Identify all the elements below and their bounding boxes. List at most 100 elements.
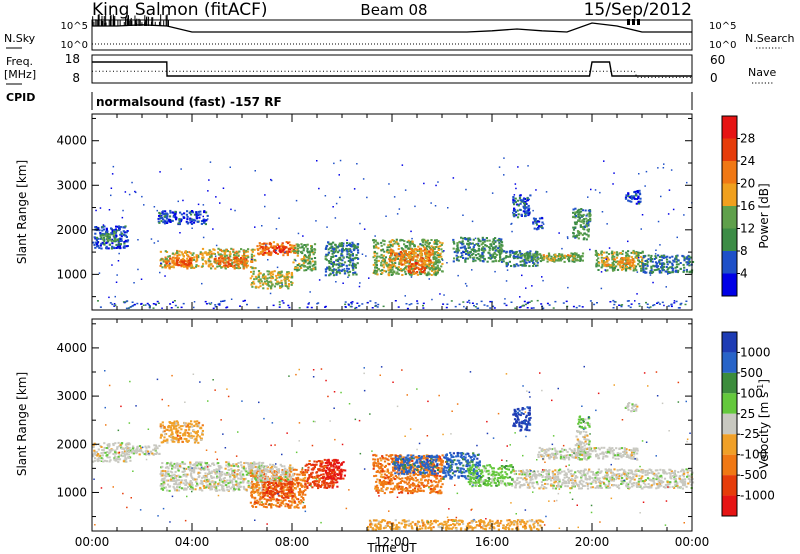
power-cell [460,236,463,239]
power-cell [612,269,615,272]
power-cell [616,260,619,263]
freq-left-label-2: [MHz] [4,68,36,81]
velocity-cell [100,446,103,448]
power-cell [333,248,336,250]
power-cell [426,251,429,254]
power-cell [520,253,524,255]
power-cell [382,266,385,269]
velocity-cell [243,478,246,481]
power-cell [491,240,494,243]
velocity-cell [189,462,192,465]
power-cell [689,256,692,259]
velocity-cell [190,434,193,437]
power-cell [579,224,582,227]
velocity-cell [102,460,105,463]
power-cell [412,263,415,266]
power-cell [397,255,400,258]
power-cell [296,264,299,266]
power-cell [275,277,278,280]
power-cell [120,231,122,233]
power-cell [667,267,670,270]
power-cell [537,227,540,230]
power-cell [536,256,539,259]
power-cell [380,261,383,264]
power-colorbar-tick-label: 16 [740,199,755,213]
power-cell [476,256,479,259]
power-cell [473,244,476,247]
power-cell [578,220,581,222]
velocity-cell [167,475,170,477]
power-cell [600,253,603,256]
power-cell [356,249,360,252]
power-cell [190,258,193,261]
power-cell [666,261,669,264]
power-cell [506,262,509,265]
power-cell [123,242,126,245]
power-cell [396,267,399,270]
power-cell [240,262,243,265]
power-cell [437,240,440,243]
power-cell [578,234,581,237]
power-cell [286,276,289,279]
power-cell [656,302,658,304]
power-cell [420,264,423,267]
power-cell [499,240,503,242]
power-cell [203,218,206,221]
velocity-cell [136,448,139,450]
power-cell [525,287,527,289]
power-cell [306,247,309,250]
power-cell [377,303,380,306]
power-cell [259,278,262,281]
power-cell [673,260,676,263]
power-cell [397,253,400,256]
velocity-cell [159,425,162,428]
power-cell [519,260,522,263]
power-cell [266,270,269,273]
power-cell [113,232,116,235]
power-cell [225,254,228,257]
power-cell [383,240,386,243]
velocity-cell [241,473,245,476]
power-cell [254,170,256,172]
power-cell [686,263,689,266]
power-cell [166,213,169,216]
power-cell [105,247,108,249]
power-cell [425,253,428,256]
power-cell [280,282,283,284]
power-cell [225,264,228,267]
power-cell [427,252,430,255]
power-cell [268,250,271,253]
power-cell [437,249,440,251]
power-cell [524,210,527,213]
power-cell [318,187,320,190]
power-cell [314,268,317,271]
power-cell [116,274,118,276]
velocity-cell [242,467,245,470]
power-cell [527,209,530,212]
power-cell [390,253,393,256]
velocity-cell [175,439,178,442]
power-cell [324,305,327,308]
power-cell [181,261,184,264]
power-cell [621,253,624,255]
power-cell [236,262,239,265]
power-cell [273,251,277,253]
power-cell [252,270,255,273]
power-cell [403,240,406,243]
power-cell [573,253,576,256]
velocity-cell [201,482,204,485]
velocity-cell [177,441,180,444]
power-cell [571,253,574,256]
power-cell [524,213,527,216]
power-cell [407,255,410,257]
power-cell [401,263,404,266]
power-cell [94,246,97,249]
power-cell [582,238,585,241]
power-cell [171,211,174,214]
velocity-cell [100,457,103,460]
power-cell [376,241,379,244]
velocity-cell [230,479,233,482]
power-cell [287,285,290,288]
power-cell [395,272,398,275]
power-cell [276,253,279,255]
